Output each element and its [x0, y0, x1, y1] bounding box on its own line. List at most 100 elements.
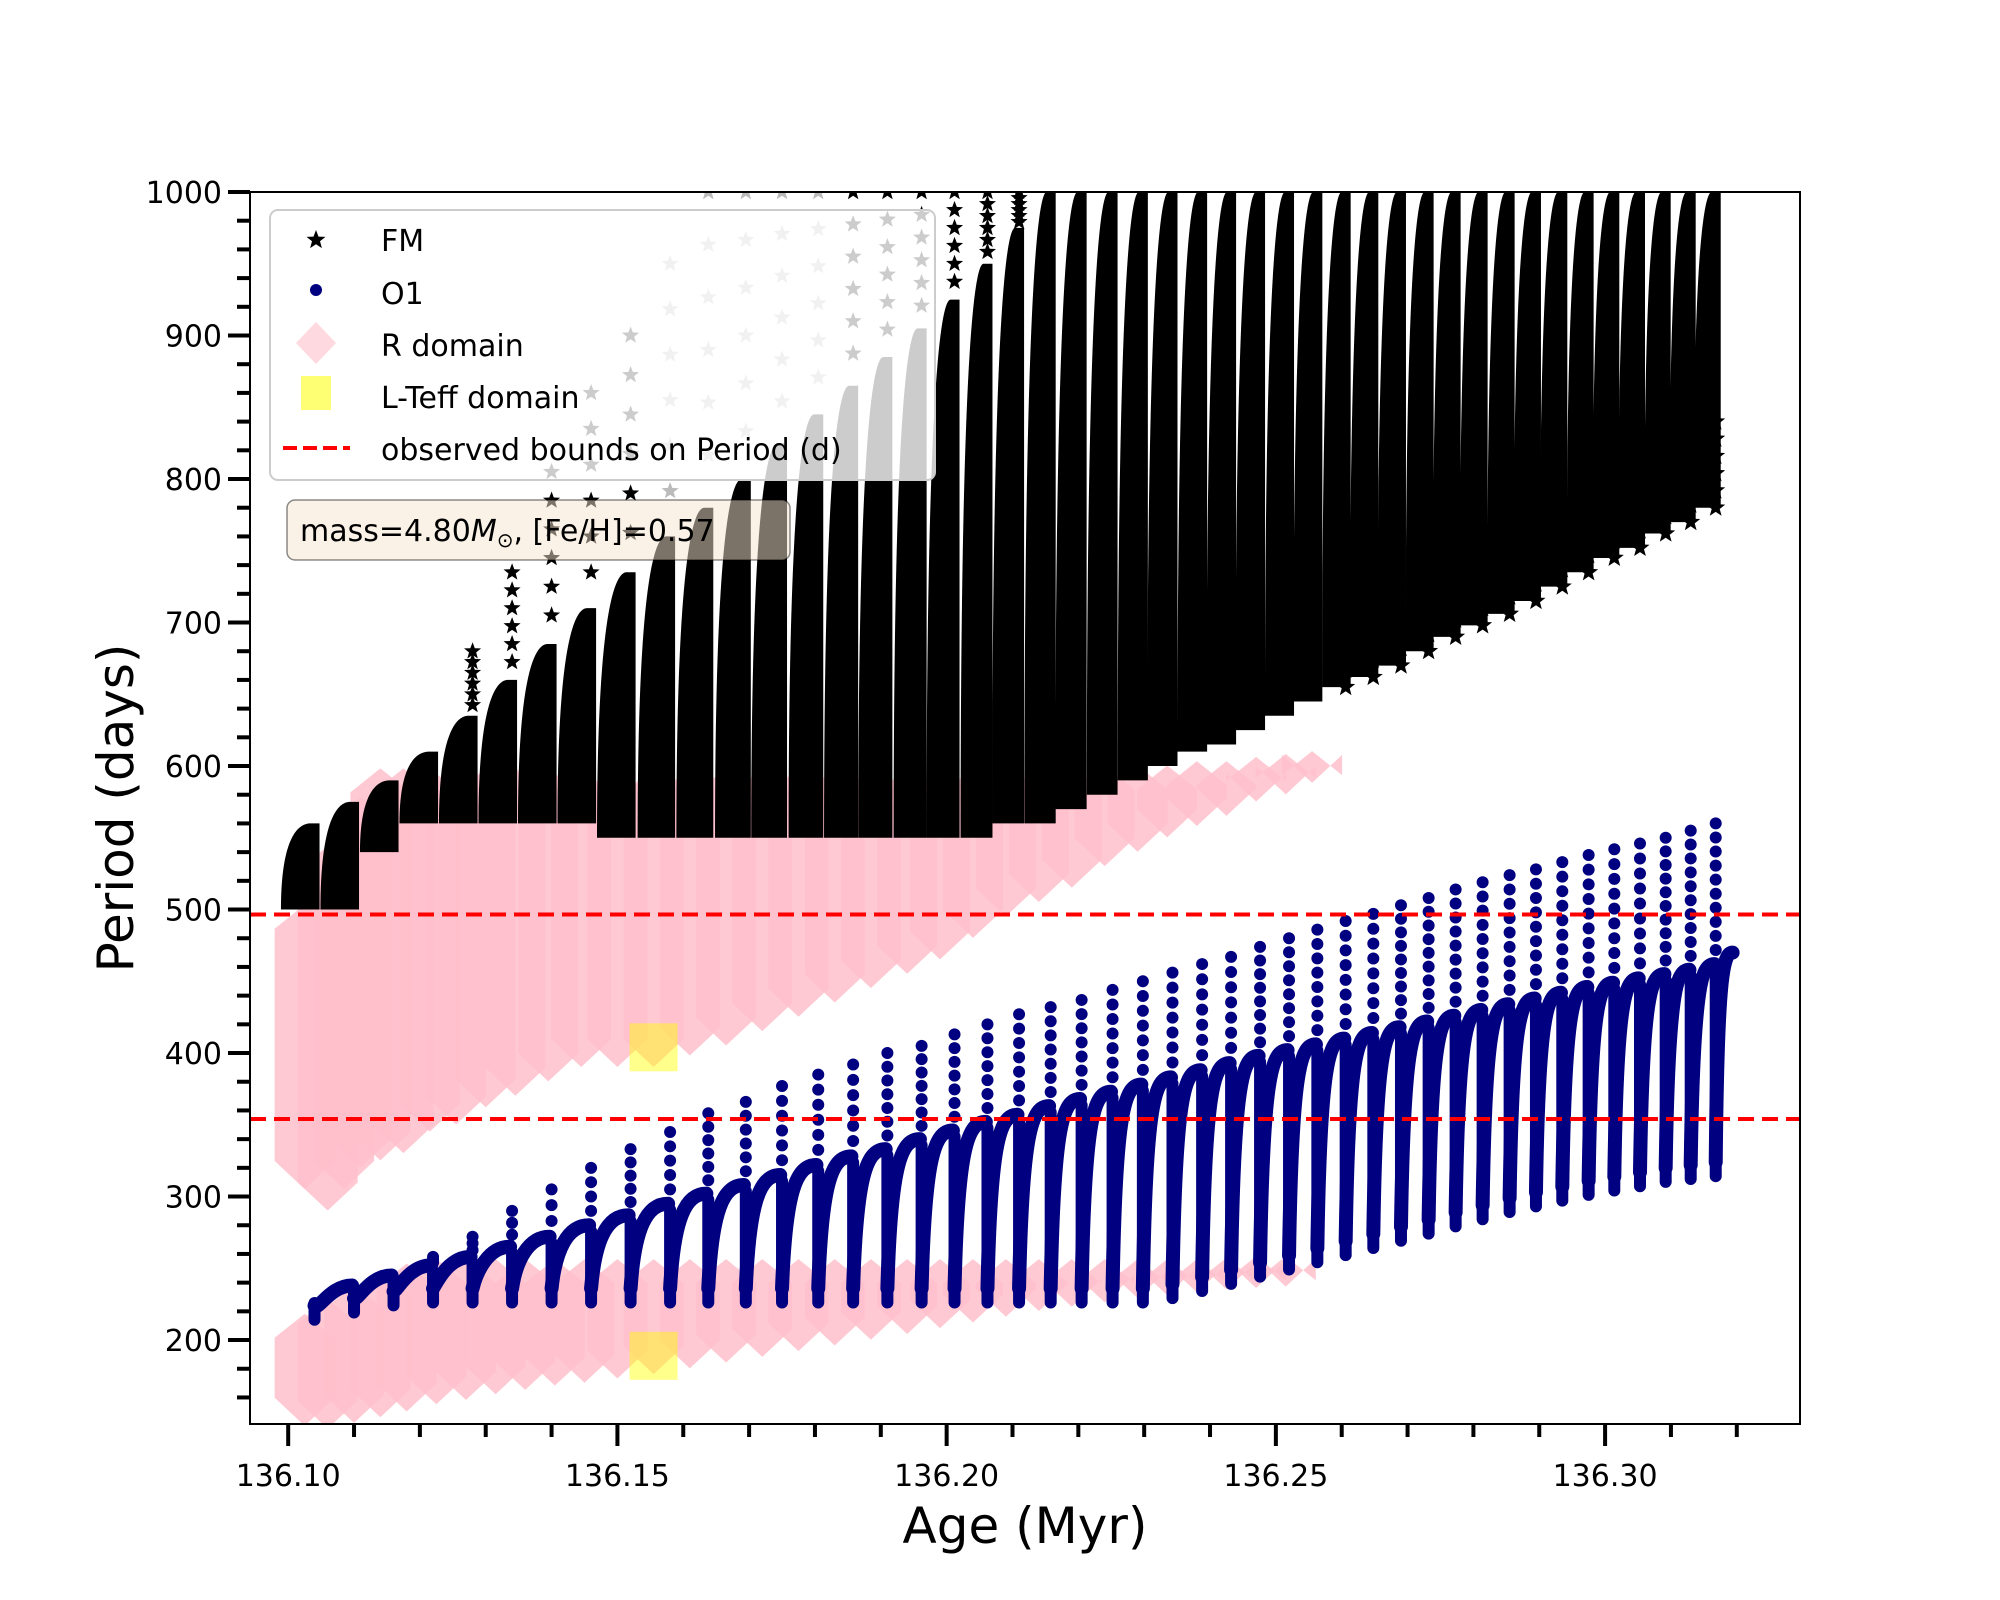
fm-star — [1473, 598, 1493, 617]
o1-arch — [1282, 1037, 1323, 1263]
fm-star — [1706, 411, 1726, 430]
o1-point — [1367, 937, 1380, 950]
fm-star — [1681, 477, 1701, 496]
fm-star — [1656, 523, 1676, 542]
fm-star — [1419, 606, 1439, 625]
o1-point — [1659, 859, 1672, 872]
diamond-marker-icon — [296, 322, 336, 364]
o1-point — [702, 1134, 715, 1147]
fm-star — [1010, 206, 1028, 224]
o1-point — [1254, 981, 1267, 994]
o1-point — [948, 1069, 961, 1082]
fm-star — [1604, 530, 1624, 549]
o1-point — [981, 1088, 994, 1101]
fm-star — [1500, 535, 1520, 554]
fm-pulse — [1349, 192, 1379, 678]
o1-point — [812, 1068, 825, 1081]
fm-star — [1552, 559, 1572, 578]
o1-arch — [1043, 1091, 1088, 1296]
o1-point — [1582, 848, 1595, 861]
o1-point — [1367, 907, 1380, 920]
o1-point — [1529, 863, 1542, 876]
o1-point — [1449, 939, 1462, 952]
fm-pulse — [1235, 192, 1266, 731]
o1-point — [1529, 978, 1542, 991]
fm-star — [1604, 547, 1624, 566]
o1-point — [1339, 988, 1352, 1001]
o1-point — [585, 1176, 598, 1189]
legend-label-fm: FM — [381, 224, 424, 259]
fm-star — [1336, 608, 1356, 627]
fm-star — [1681, 494, 1701, 513]
o1-point — [1684, 935, 1697, 948]
fm-star — [1552, 525, 1572, 544]
fm-star — [1446, 609, 1466, 628]
o1-point — [1633, 957, 1646, 970]
fm-star — [776, 192, 788, 200]
o1-point — [847, 1119, 860, 1132]
l-teff-domain-series — [629, 1023, 678, 1380]
o1-point — [506, 1228, 519, 1241]
fm-pulse — [1539, 192, 1568, 587]
fm-pulse — [1377, 192, 1406, 666]
legend-box — [269, 209, 936, 481]
fm-star — [1630, 451, 1650, 470]
o1-point — [1556, 928, 1569, 941]
o1-point — [1659, 899, 1672, 912]
o1-point — [1311, 937, 1324, 950]
o1-point — [1684, 894, 1697, 907]
o1-point — [545, 1214, 558, 1227]
fm-star — [1706, 480, 1726, 499]
fm-star — [503, 617, 521, 634]
o1-point — [1608, 961, 1621, 974]
o1-point — [1075, 1036, 1088, 1049]
fm-pulse — [597, 572, 636, 838]
fm-pulse — [399, 751, 439, 824]
o1-point — [1367, 922, 1380, 935]
o1-point — [1659, 845, 1672, 858]
o1-arch — [1338, 1025, 1379, 1249]
r-domain-marker — [1226, 756, 1287, 802]
o1-point — [1608, 872, 1621, 885]
o1-point — [1166, 1041, 1179, 1054]
o1-arch — [1310, 1031, 1352, 1256]
o1-point — [1422, 946, 1435, 959]
parameter-annotation: mass=4.80M⊙, [Fe/H]=0.57 — [286, 499, 791, 561]
o1-point — [915, 1053, 928, 1066]
o1-arch — [663, 1186, 714, 1296]
fm-star — [1630, 486, 1650, 505]
o1-arch — [1633, 967, 1672, 1180]
fm-star — [916, 192, 927, 200]
o1-arch — [307, 1278, 360, 1314]
fm-star — [1526, 591, 1546, 610]
x-axis-title: Age (Myr) — [903, 1497, 1148, 1555]
x-tick-label: 136.30 — [1553, 1459, 1658, 1494]
y-tick-label: 900 — [165, 320, 222, 355]
o1-point — [1106, 1042, 1119, 1055]
fm-pulse — [1693, 192, 1721, 508]
fm-star — [1336, 625, 1356, 644]
o1-arch — [1224, 1048, 1266, 1277]
o1-point — [915, 1079, 928, 1092]
fm-star — [1500, 552, 1520, 571]
fm-pulse — [824, 385, 859, 838]
o1-point — [1367, 952, 1380, 965]
fm-star — [1500, 586, 1520, 605]
o1-arch — [623, 1196, 676, 1296]
o1-point — [1196, 1049, 1209, 1062]
o1-point — [1106, 1071, 1119, 1084]
o1-point — [1044, 1043, 1057, 1056]
fm-star — [1681, 512, 1701, 531]
fm-pulse — [1117, 192, 1148, 781]
o1-arch — [1502, 991, 1542, 1206]
fm-star — [1473, 529, 1493, 548]
o1-point — [1556, 870, 1569, 883]
o1-point — [1449, 883, 1462, 896]
fm-star — [1656, 454, 1676, 473]
o1-point — [1529, 949, 1542, 962]
o1-point — [1106, 1013, 1119, 1026]
o1-point — [1449, 897, 1462, 910]
o1-point — [1633, 852, 1646, 865]
o1-point — [1136, 1034, 1149, 1047]
o1-point — [1311, 923, 1324, 936]
